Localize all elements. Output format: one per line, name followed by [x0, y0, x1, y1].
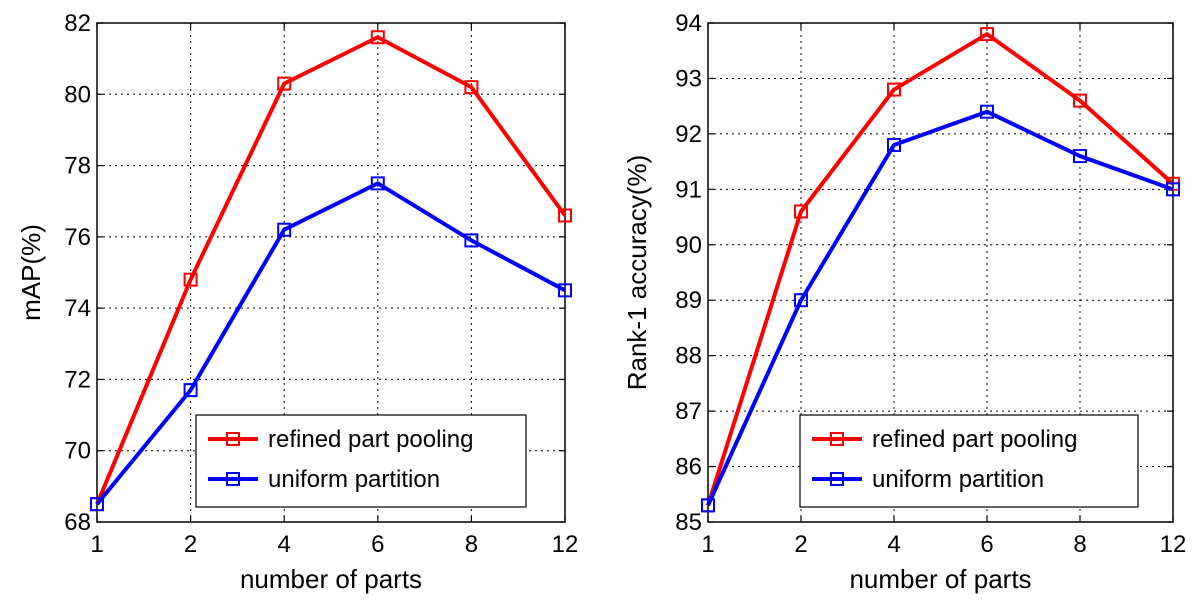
legend-swatch-marker	[830, 472, 844, 486]
data-point	[980, 104, 994, 119]
x-tick-label: 6	[371, 531, 384, 558]
series-line	[95, 35, 567, 505]
data-point	[558, 208, 572, 223]
y-tick-label: 93	[675, 65, 702, 92]
x-tick-label: 2	[794, 531, 807, 558]
data-point	[887, 82, 901, 97]
plot-frame	[96, 22, 566, 523]
x-tick-label: 4	[278, 531, 291, 558]
data-point	[183, 272, 198, 287]
x-axis-label: number of parts	[240, 564, 422, 594]
data-point	[277, 76, 292, 91]
y-tick-label: 94	[675, 10, 702, 37]
x-tick-label: 2	[184, 531, 197, 558]
legend-label: uniform partition	[872, 466, 1044, 493]
data-point	[887, 137, 901, 152]
x-axis-label: number of parts	[849, 564, 1031, 594]
data-point	[183, 383, 198, 398]
data-point	[370, 30, 385, 45]
data-point	[1073, 149, 1087, 164]
y-tick-label: 82	[64, 10, 91, 37]
data-point	[464, 80, 479, 95]
y-tick-label: 90	[675, 232, 702, 259]
y-tick-label: 91	[675, 176, 702, 203]
legend: refined part pooling uniform partition	[799, 414, 1139, 508]
x-tick-label: 12	[552, 531, 579, 558]
series-line	[706, 109, 1174, 507]
y-axis-label: Rank-1 accuracy(%)	[622, 155, 652, 391]
legend-box	[195, 414, 527, 508]
data-point	[794, 293, 808, 308]
legend-swatch-marker	[226, 432, 240, 446]
series-line	[95, 181, 566, 506]
data-point	[1073, 93, 1087, 108]
legend-label: refined part pooling	[872, 426, 1077, 453]
y-tick-label: 85	[675, 509, 702, 536]
x-tick-label: 12	[1160, 531, 1187, 558]
y-tick-label: 89	[675, 287, 702, 314]
data-point	[90, 497, 104, 512]
y-tick-label: 68	[64, 509, 91, 536]
data-point	[980, 27, 994, 42]
series-line	[706, 32, 1175, 506]
legend-swatch-marker	[226, 472, 240, 486]
y-tick-label: 76	[64, 224, 91, 251]
legend-swatch-marker	[830, 432, 844, 446]
x-tick-label: 4	[887, 531, 900, 558]
y-tick-label: 87	[675, 398, 702, 425]
x-tick-label: 8	[1073, 531, 1086, 558]
y-tick-label: 72	[64, 366, 91, 393]
data-point	[701, 498, 715, 513]
y-tick-label: 86	[675, 454, 702, 481]
y-tick-label: 80	[64, 81, 91, 108]
y-tick-label: 74	[64, 295, 91, 322]
legend-label: uniform partition	[268, 466, 440, 493]
legend: refined part pooling uniform partition	[195, 414, 527, 508]
y-tick-label: 88	[675, 343, 702, 370]
y-axis-label: mAP(%)	[16, 224, 46, 321]
x-tick-label: 8	[465, 531, 478, 558]
y-tick-label: 92	[675, 121, 702, 148]
data-point	[464, 233, 479, 248]
data-point	[1166, 182, 1180, 197]
y-tick-label: 70	[64, 438, 91, 465]
data-point	[794, 204, 808, 219]
x-tick-label: 6	[980, 531, 993, 558]
data-point	[558, 283, 572, 298]
plot-frame	[707, 22, 1174, 523]
y-tick-label: 78	[64, 153, 91, 180]
x-tick-label: 1	[90, 531, 103, 558]
legend-label: refined part pooling	[268, 426, 473, 453]
data-point	[370, 176, 385, 191]
legend-box	[799, 414, 1139, 508]
data-point	[277, 222, 292, 237]
x-tick-label: 1	[701, 531, 714, 558]
